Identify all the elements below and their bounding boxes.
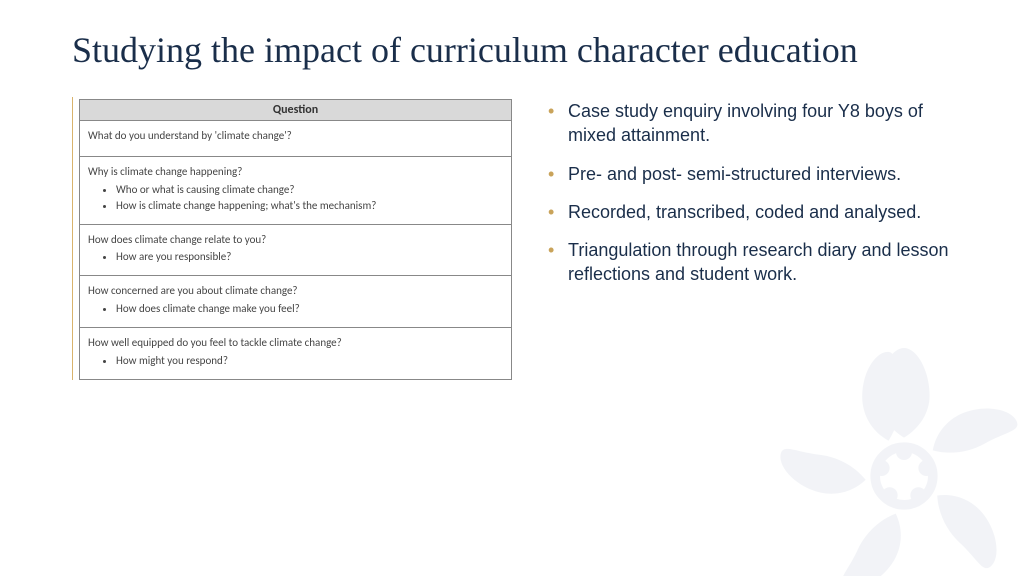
question-main: What do you understand by 'climate chang… xyxy=(88,129,503,144)
bullet-list: Case study enquiry involving four Y8 boy… xyxy=(548,99,952,287)
list-item: Recorded, transcribed, coded and analyse… xyxy=(548,200,952,224)
slide: Studying the impact of curriculum charac… xyxy=(0,0,1024,576)
list-item: Triangulation through research diary and… xyxy=(548,238,952,287)
question-sublist: How does climate change make you feel? xyxy=(116,301,503,317)
question-sublist: How might you respond? xyxy=(116,353,503,369)
question-sub: How does climate change make you feel? xyxy=(116,301,503,317)
bullet-panel: Case study enquiry involving four Y8 boy… xyxy=(548,97,952,380)
question-sublist: How are you responsible? xyxy=(116,249,503,265)
table-row: How does climate change relate to you? H… xyxy=(80,224,512,276)
table-header: Question xyxy=(80,100,512,121)
question-sub: How is climate change happening; what's … xyxy=(116,198,503,214)
table-row: How concerned are you about climate chan… xyxy=(80,276,512,328)
question-table: Question What do you understand by 'clim… xyxy=(79,99,512,380)
question-sub: How are you responsible? xyxy=(116,249,503,265)
table-row: What do you understand by 'climate chang… xyxy=(80,121,512,157)
table-row: How well equipped do you feel to tackle … xyxy=(80,328,512,380)
question-main: Why is climate change happening? xyxy=(88,165,503,180)
question-sub: Who or what is causing climate change? xyxy=(116,182,503,198)
question-table-panel: Question What do you understand by 'clim… xyxy=(72,97,512,380)
content-row: Question What do you understand by 'clim… xyxy=(72,97,952,380)
question-main: How well equipped do you feel to tackle … xyxy=(88,336,503,351)
question-main: How does climate change relate to you? xyxy=(88,233,503,248)
page-title: Studying the impact of curriculum charac… xyxy=(72,28,952,73)
question-main: How concerned are you about climate chan… xyxy=(88,284,503,299)
table-row: Why is climate change happening? Who or … xyxy=(80,156,512,224)
list-item: Pre- and post- semi-structured interview… xyxy=(548,162,952,186)
question-sub: How might you respond? xyxy=(116,353,503,369)
list-item: Case study enquiry involving four Y8 boy… xyxy=(548,99,952,148)
question-sublist: Who or what is causing climate change? H… xyxy=(116,182,503,214)
